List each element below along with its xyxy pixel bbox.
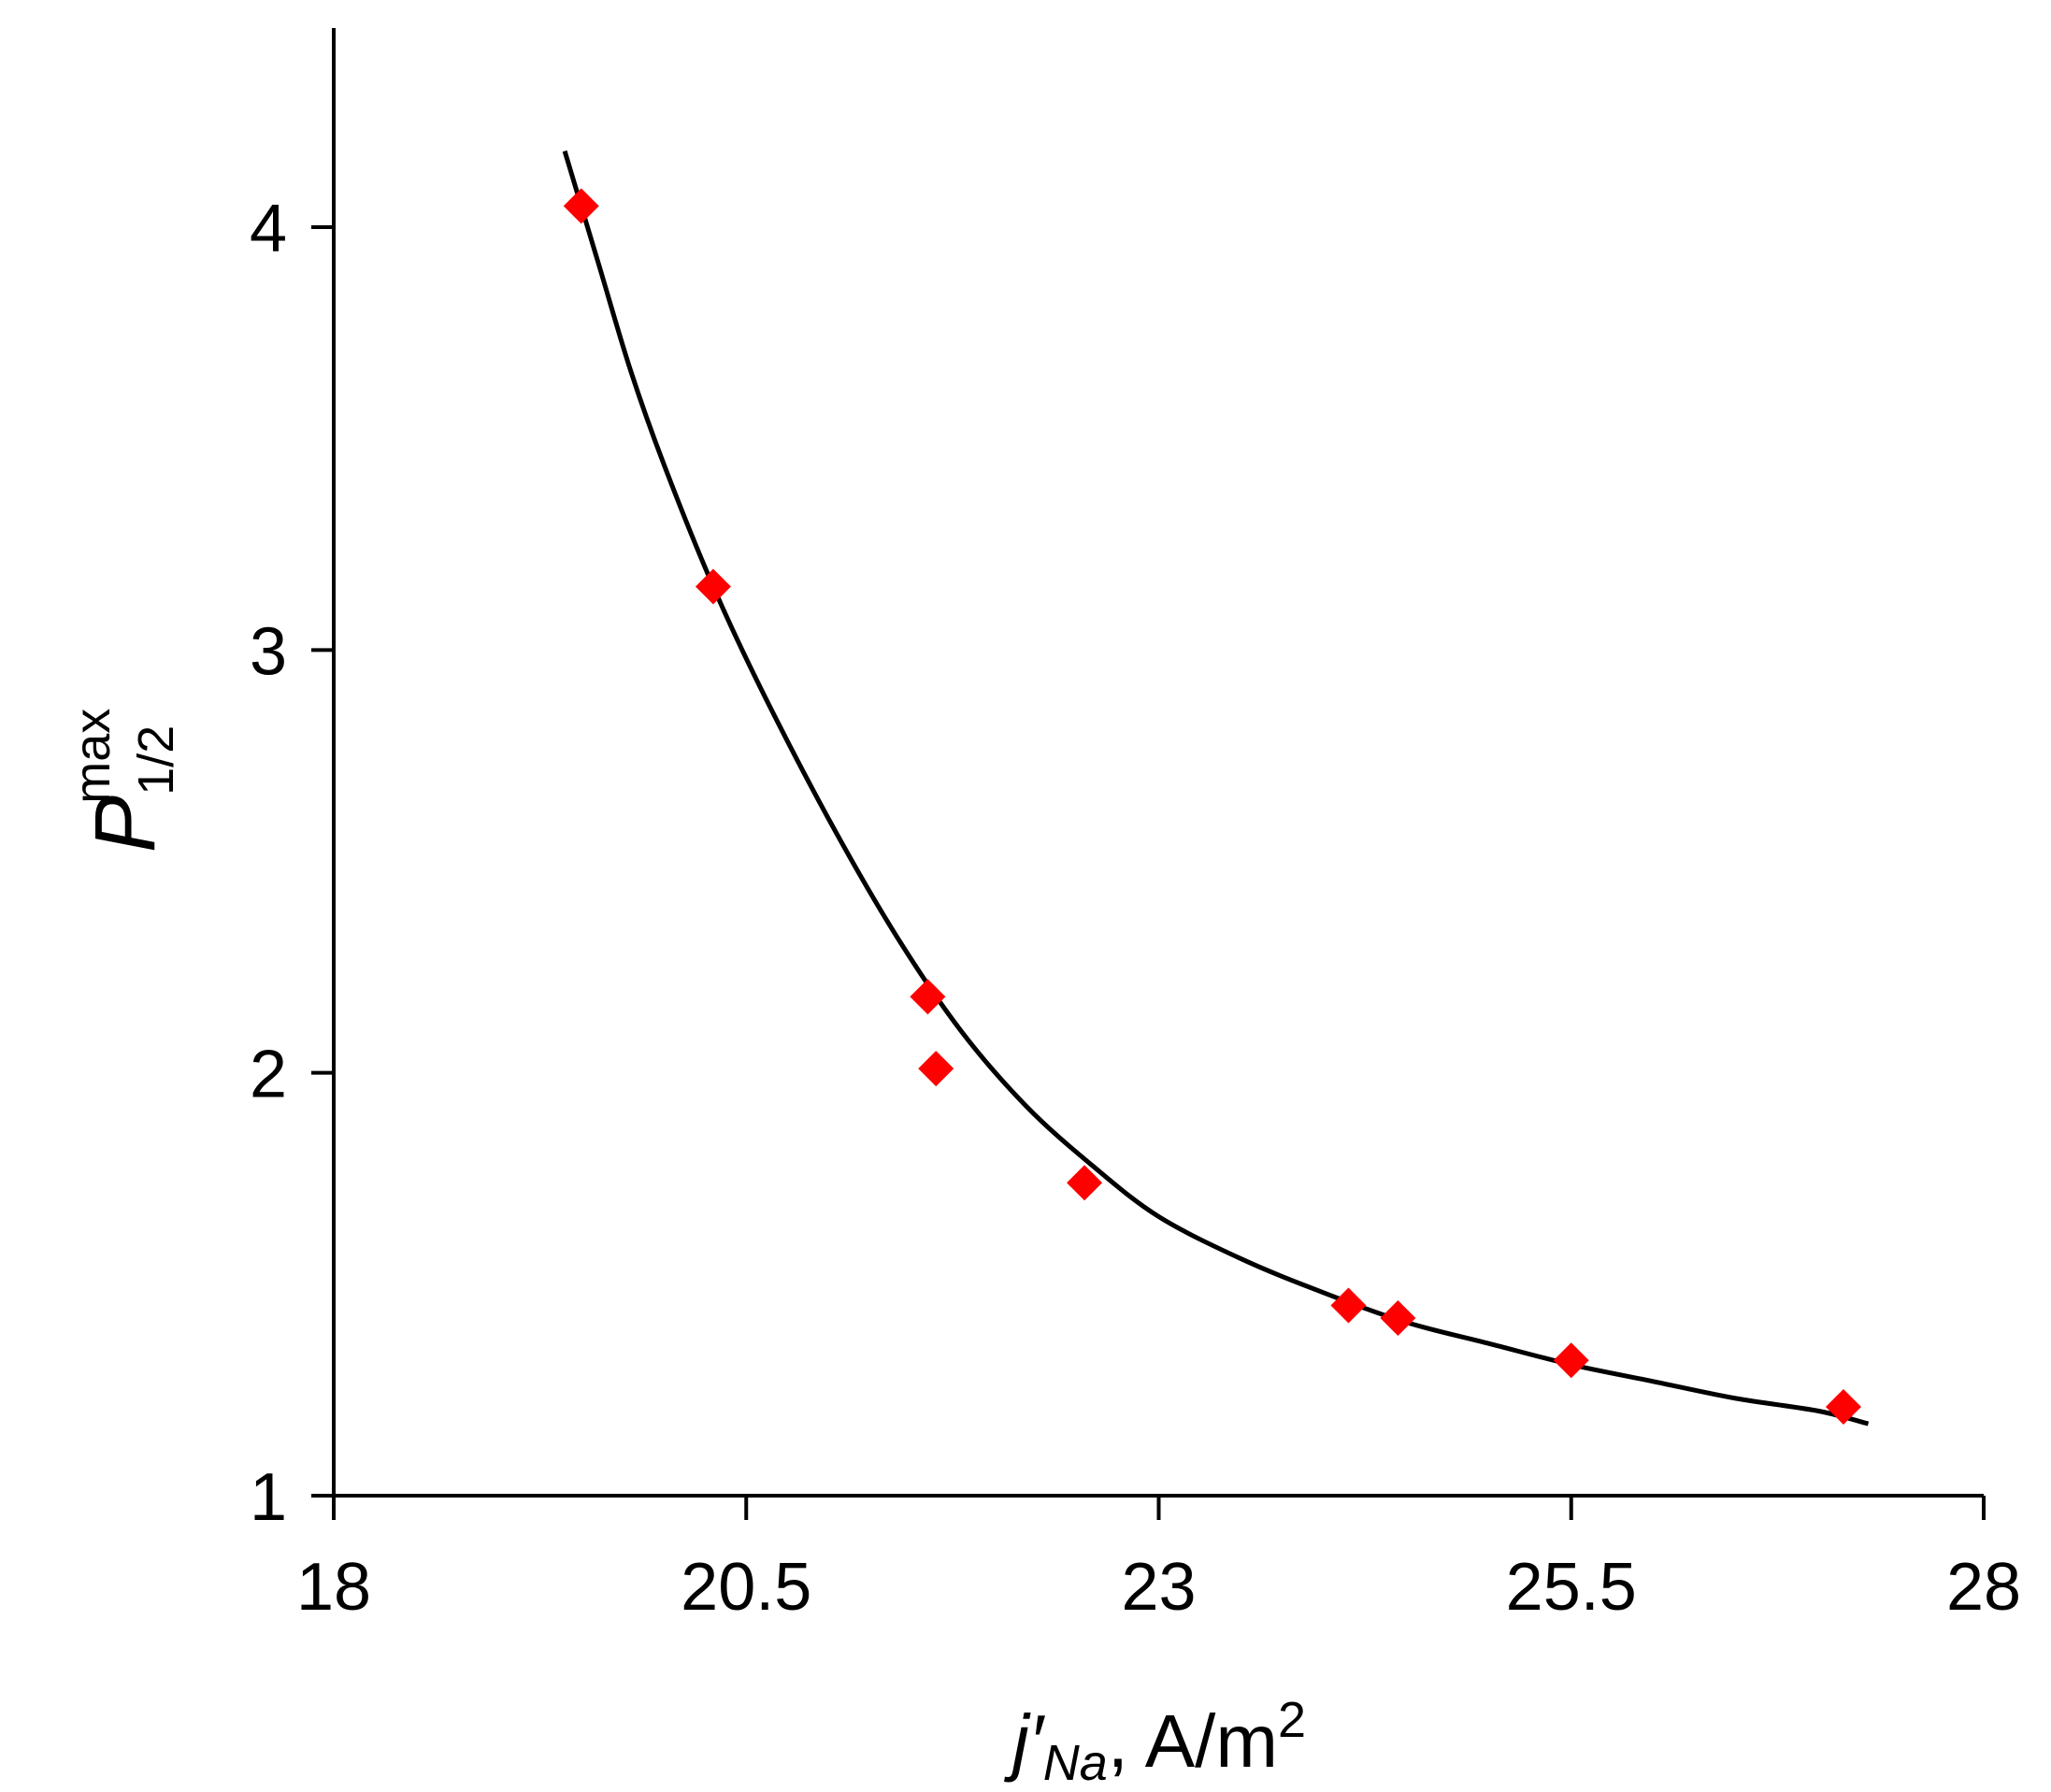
fit-curve	[562, 150, 1870, 1426]
axes	[332, 28, 1984, 1498]
x-axis-title-sup: 2	[1278, 1692, 1306, 1748]
x-tick-label: 28	[1946, 1550, 2021, 1625]
x-axis-title: j′Na, A/m2	[1004, 1692, 1306, 1791]
y-axis-title-sup: max	[65, 709, 121, 804]
y-tick-label: 3	[250, 614, 287, 689]
x-axis-title-main: j′	[1004, 1699, 1046, 1783]
data-point	[910, 979, 946, 1015]
y-tick-label: 1	[250, 1460, 287, 1535]
data-point	[1825, 1389, 1861, 1426]
data-point	[563, 188, 599, 224]
y-axis-title: P1/2max	[65, 709, 184, 853]
data-point	[1067, 1165, 1103, 1201]
data-point	[1380, 1300, 1416, 1337]
x-tick-label: 23	[1121, 1550, 1196, 1625]
x-axis-title-sub: Na	[1043, 1735, 1108, 1791]
x-tick-label: 20.5	[681, 1550, 811, 1625]
y-axis-title-sub: 1/2	[128, 725, 184, 796]
y-axis-title-main: P	[78, 796, 173, 853]
y-tick-label: 2	[250, 1038, 287, 1112]
x-tick-label: 18	[296, 1550, 371, 1625]
data-point	[1553, 1342, 1589, 1379]
data-point	[918, 1051, 954, 1087]
data-points	[563, 188, 1861, 1426]
y-tick-label: 4	[250, 192, 287, 266]
data-point	[695, 568, 731, 605]
x-axis-title-unit: , A/m	[1108, 1699, 1278, 1783]
x-tick-label: 25.5	[1506, 1550, 1637, 1625]
data-point	[1330, 1287, 1367, 1324]
